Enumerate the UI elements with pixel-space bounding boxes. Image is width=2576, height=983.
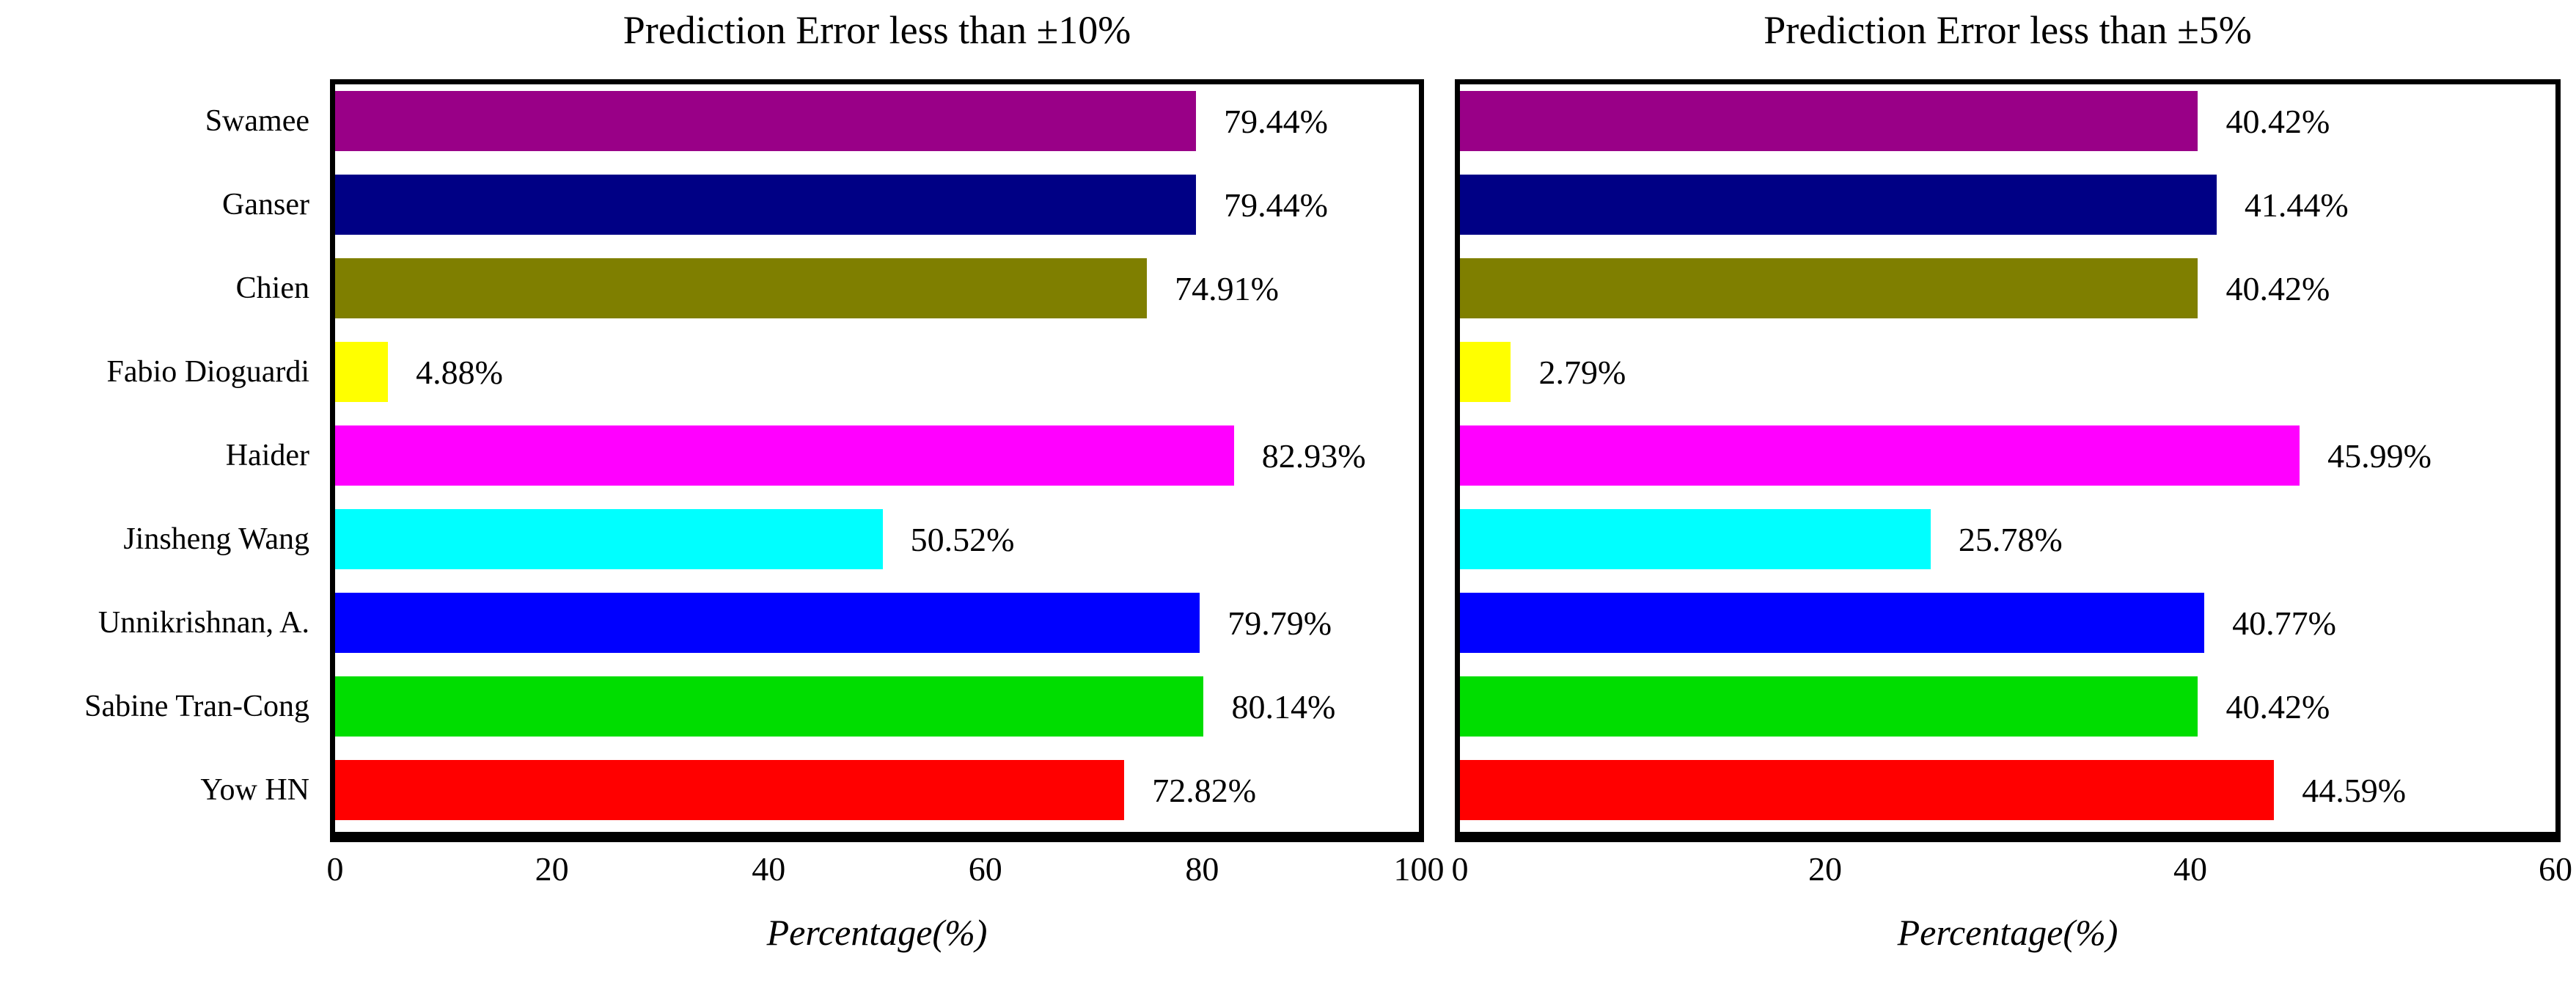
bar xyxy=(1460,257,2198,319)
bar xyxy=(335,759,1125,821)
bar-value-label: 25.78% xyxy=(1958,520,2063,558)
bar xyxy=(1460,508,1931,570)
category-row: Unnikrishnan, A. xyxy=(0,581,309,665)
category-row: Fabio Dioguardi xyxy=(0,330,309,414)
bar-value-label: 40.42% xyxy=(2225,687,2330,726)
category-label: Yow HN xyxy=(200,773,309,807)
left-chart-category-labels: Swamee Ganser Chien Fabio Dioguardi Haider Ji… xyxy=(0,79,309,832)
right-chart-x-axis-ticks: 0 20 40 60 xyxy=(1452,849,2573,894)
bar-row: 2.79% xyxy=(1460,330,2555,414)
bar-value-label: 44.59% xyxy=(2302,771,2407,809)
x-tick-label: 100 xyxy=(1393,850,1445,888)
x-tick-label: 80 xyxy=(1185,850,1219,888)
bar-row: 72.82% xyxy=(335,748,1419,832)
bar-row: 74.91% xyxy=(335,246,1419,330)
bar-value-label: 40.77% xyxy=(2232,604,2336,642)
category-label: Ganser xyxy=(222,188,309,222)
bar-row: 40.42% xyxy=(1460,79,2555,163)
category-row: Yow HN xyxy=(0,748,309,832)
right-chart-x-axis-label: Percentage(%) xyxy=(1897,912,2118,953)
category-label: Fabio Dioguardi xyxy=(106,355,309,389)
category-row: Haider xyxy=(0,414,309,497)
bar xyxy=(1460,425,2300,486)
bar xyxy=(1460,592,2205,654)
bar-row: 41.44% xyxy=(1460,163,2555,246)
category-row: Ganser xyxy=(0,163,309,246)
bar-row: 40.77% xyxy=(1460,581,2555,665)
bar-row: 79.79% xyxy=(335,581,1419,665)
category-label: Chien xyxy=(235,271,309,305)
bar xyxy=(335,425,1234,486)
bar-value-label: 40.42% xyxy=(2225,269,2330,307)
x-tick-label: 20 xyxy=(535,850,569,888)
category-label: Haider xyxy=(225,439,309,472)
bar xyxy=(1460,341,1511,403)
bar-value-label: 82.93% xyxy=(1261,436,1366,475)
bar xyxy=(1460,90,2198,152)
bar-row: 80.14% xyxy=(335,665,1419,748)
bar-value-label: 50.52% xyxy=(910,520,1015,558)
bar xyxy=(335,676,1204,737)
x-tick-label: 60 xyxy=(2539,850,2572,888)
bar-row: 82.93% xyxy=(335,414,1419,497)
category-row: Chien xyxy=(0,246,309,330)
bar-row: 44.59% xyxy=(1460,748,2555,832)
x-tick-label: 40 xyxy=(2173,850,2207,888)
category-row: Jinsheng Wang xyxy=(0,497,309,581)
bar xyxy=(335,257,1148,319)
bar-row: 40.42% xyxy=(1460,665,2555,748)
bar-row: 79.44% xyxy=(335,163,1419,246)
left-chart-title: Prediction Error less than ±10% xyxy=(623,8,1131,52)
x-tick-label: 0 xyxy=(326,850,344,888)
bar-value-label: 79.44% xyxy=(1224,186,1328,224)
bar-row: 25.78% xyxy=(1460,497,2555,581)
bar-row: 79.44% xyxy=(335,79,1419,163)
category-row: Sabine Tran-Cong xyxy=(0,665,309,748)
left-chart-x-axis-label: Percentage(%) xyxy=(766,912,988,953)
bar-value-label: 2.79% xyxy=(1538,353,1626,391)
right-chart-bars: 40.42% 41.44% 40.42% 2.79% 45.99% 25.78% 40.77… xyxy=(1460,79,2555,832)
category-label: Sabine Tran-Cong xyxy=(84,690,309,723)
bar-value-label: 45.99% xyxy=(2327,436,2432,475)
right-chart-title: Prediction Error less than ±5% xyxy=(1764,8,2252,52)
bar-value-label: 41.44% xyxy=(2244,186,2349,224)
bar xyxy=(335,90,1197,152)
bar-value-label: 79.44% xyxy=(1224,102,1328,140)
bar-value-label: 40.42% xyxy=(2225,102,2330,140)
bar xyxy=(335,508,883,570)
bar-value-label: 72.82% xyxy=(1152,771,1257,809)
bar xyxy=(335,592,1200,654)
bar xyxy=(1460,759,2275,821)
x-tick-label: 40 xyxy=(752,850,786,888)
left-chart-x-axis-ticks: 0 20 40 60 80 100 xyxy=(327,849,1445,894)
left-chart-bars: 79.44% 79.44% 74.91% 4.88% 82.93% 50.52% 79.79… xyxy=(335,79,1419,832)
bar xyxy=(1460,174,2217,235)
bar-row: 4.88% xyxy=(335,330,1419,414)
bar xyxy=(1460,676,2198,737)
bar-row: 50.52% xyxy=(335,497,1419,581)
category-label: Unnikrishnan, A. xyxy=(98,606,309,640)
x-tick-label: 60 xyxy=(968,850,1002,888)
bar-value-label: 4.88% xyxy=(416,353,503,391)
bar-value-label: 80.14% xyxy=(1231,687,1336,726)
bar-value-label: 74.91% xyxy=(1175,269,1279,307)
bar-row: 40.42% xyxy=(1460,246,2555,330)
x-tick-label: 20 xyxy=(1808,850,1842,888)
category-label: Jinsheng Wang xyxy=(123,522,309,556)
bar xyxy=(335,174,1197,235)
bar xyxy=(335,341,389,403)
category-label: Swamee xyxy=(205,104,309,138)
category-row: Swamee xyxy=(0,79,309,163)
bar-row: 45.99% xyxy=(1460,414,2555,497)
bar-value-label: 79.79% xyxy=(1228,604,1332,642)
x-tick-label: 0 xyxy=(1451,850,1469,888)
